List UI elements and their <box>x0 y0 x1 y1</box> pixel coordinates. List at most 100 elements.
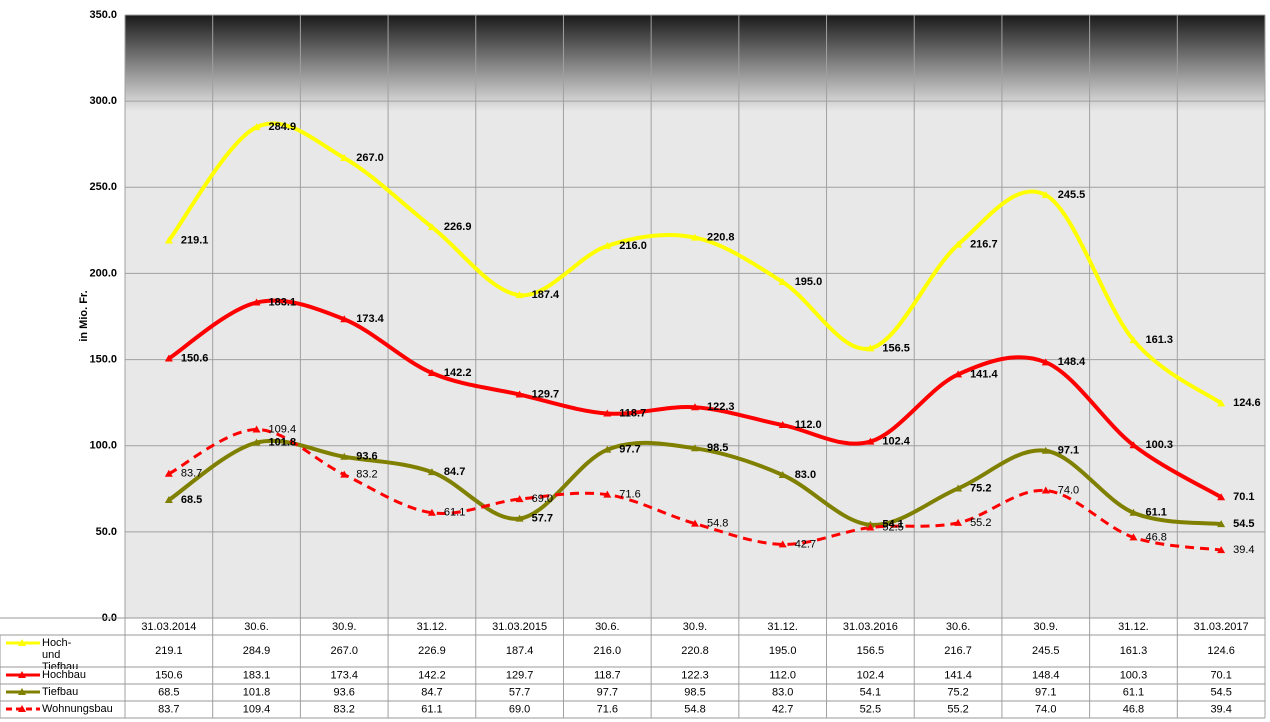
point-marker <box>954 484 963 492</box>
point-marker <box>1129 533 1138 541</box>
table-cell: 148.4 <box>1032 669 1060 681</box>
data-label: 83.7 <box>181 468 202 480</box>
data-label: 52.5 <box>882 521 903 533</box>
table-cell: 61.1 <box>421 703 442 715</box>
table-cell: 122.3 <box>681 669 709 681</box>
table-cell: 52.5 <box>860 703 881 715</box>
table-cell: 150.6 <box>155 669 183 681</box>
table-cell: 39.4 <box>1210 703 1231 715</box>
table-cell: 69.0 <box>509 703 530 715</box>
data-label: 93.6 <box>356 451 377 463</box>
data-label: 219.1 <box>181 234 209 246</box>
table-cell: 55.2 <box>947 703 968 715</box>
x-tick-label: 31.03.2014 <box>141 621 196 633</box>
table-cell: 183.1 <box>243 669 271 681</box>
legend-marker <box>18 639 26 646</box>
x-tick-label: 31.03.2015 <box>492 621 547 633</box>
data-label: 267.0 <box>356 152 384 164</box>
data-label: 195.0 <box>795 276 823 288</box>
legend-label: Hoch- und Tiefbau <box>42 637 79 669</box>
table-cell: 100.3 <box>1120 669 1148 681</box>
y-tick-label: 300.0 <box>89 95 117 107</box>
table-cell: 61.1 <box>1123 686 1144 698</box>
table-cell: 245.5 <box>1032 645 1060 657</box>
table-cell: 219.1 <box>155 645 183 657</box>
table-cell: 42.7 <box>772 703 793 715</box>
series-line <box>168 428 1222 552</box>
data-label: 142.2 <box>444 367 472 379</box>
table-cell: 97.7 <box>597 686 618 698</box>
data-label: 70.1 <box>1233 491 1254 503</box>
table-cell: 93.6 <box>334 686 355 698</box>
table-cell: 161.3 <box>1120 645 1148 657</box>
data-label: 148.4 <box>1058 356 1086 368</box>
table-cell: 97.1 <box>1035 686 1056 698</box>
table-cell: 101.8 <box>243 686 271 698</box>
point-marker <box>866 437 875 445</box>
data-label: 216.7 <box>970 239 998 251</box>
point-marker <box>1217 546 1226 554</box>
data-label: 161.3 <box>1145 334 1173 346</box>
table-cell: 142.2 <box>418 669 446 681</box>
table-cell: 109.4 <box>243 703 271 715</box>
point-marker <box>1041 358 1050 366</box>
point-marker <box>427 508 436 516</box>
table-cell: 195.0 <box>769 645 797 657</box>
point-marker <box>691 233 699 241</box>
x-tick-label: 31.12. <box>1118 621 1149 633</box>
point-marker <box>164 469 173 477</box>
table-cell: 141.4 <box>944 669 972 681</box>
plot-area <box>125 15 1265 618</box>
point-marker <box>515 291 524 299</box>
table-cell: 112.0 <box>769 669 796 681</box>
data-label: 83.0 <box>795 469 816 481</box>
point-marker <box>778 471 787 479</box>
data-label: 75.2 <box>970 482 991 494</box>
point-marker <box>866 344 875 352</box>
y-tick-label: 150.0 <box>89 353 117 365</box>
data-label: 129.7 <box>532 388 560 400</box>
data-label: 187.4 <box>532 289 560 301</box>
x-tick-label: 31.03.2017 <box>1194 621 1249 633</box>
legend-entry: Hochbau <box>42 669 87 681</box>
table-cell: 46.8 <box>1123 703 1144 715</box>
point-marker <box>1217 493 1226 501</box>
point-marker <box>778 278 787 286</box>
legend-entry: Tiefbau <box>42 686 79 698</box>
point-marker <box>954 240 963 248</box>
legend-label: Wohnungsbau <box>42 703 113 715</box>
point-marker <box>515 390 524 398</box>
point-marker <box>340 153 349 161</box>
data-label: 74.0 <box>1058 484 1079 496</box>
point-marker <box>164 495 173 503</box>
data-label: 122.3 <box>707 401 735 413</box>
data-label: 220.8 <box>707 231 735 243</box>
point-marker <box>340 315 349 323</box>
data-label: 102.4 <box>882 435 910 447</box>
point-marker <box>164 236 173 244</box>
point-marker <box>603 409 612 417</box>
point-marker <box>427 468 436 476</box>
table-cell: 84.7 <box>421 686 442 698</box>
table-cell: 54.1 <box>860 686 881 698</box>
table-cell: 68.5 <box>158 686 179 698</box>
table-cell: 71.6 <box>597 703 618 715</box>
table-cell: 75.2 <box>947 686 968 698</box>
point-marker <box>954 370 963 378</box>
y-tick-label: 100.0 <box>89 440 117 452</box>
table-cell: 74.0 <box>1035 703 1056 715</box>
data-label: 97.7 <box>619 444 640 456</box>
point-marker <box>252 438 261 446</box>
table-cell: 124.6 <box>1207 645 1235 657</box>
table-cell: 216.7 <box>944 645 972 657</box>
point-marker <box>691 519 699 527</box>
legend-label: Tiefbau <box>42 686 79 698</box>
point-marker <box>691 403 699 411</box>
point-marker <box>252 123 261 131</box>
table-cell: 156.5 <box>857 645 885 657</box>
point-marker <box>340 452 349 460</box>
data-label: 156.5 <box>882 342 910 354</box>
data-label: 124.6 <box>1233 397 1261 409</box>
table-cell: 102.4 <box>857 669 885 681</box>
legend-label: Hochbau <box>42 669 87 681</box>
